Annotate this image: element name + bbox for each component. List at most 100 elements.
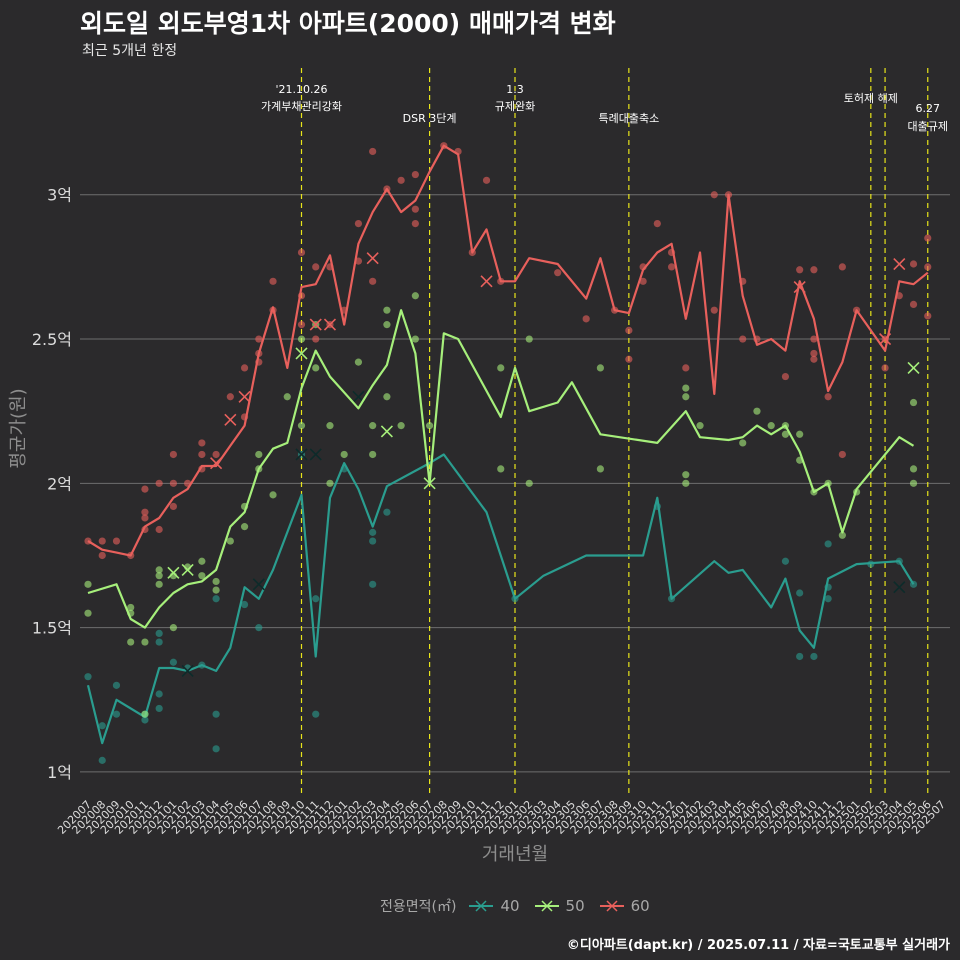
cross-marker	[309, 448, 322, 461]
event-annotation: 가계부채관리강화	[261, 100, 342, 113]
cross-marker	[252, 578, 265, 591]
scatter-point	[127, 603, 135, 612]
scatter-point	[198, 439, 206, 447]
scatter-point	[383, 393, 391, 401]
scatter-point	[596, 465, 605, 473]
scatter-point	[340, 450, 348, 459]
scatter-point	[112, 710, 121, 718]
scatter-point	[169, 624, 177, 632]
legend: 전용면적(㎡) 40 50 60	[380, 896, 656, 916]
scatter-point	[525, 479, 533, 487]
cross-marker	[907, 361, 920, 374]
scatter-point	[497, 364, 505, 372]
scatter-point	[909, 465, 918, 473]
legend-swatch-50-icon	[534, 900, 559, 912]
scatter-point	[625, 326, 633, 334]
cross-marker	[295, 448, 308, 461]
x-axis-title: 거래년월	[482, 844, 548, 865]
legend-swatch-40-icon	[469, 900, 494, 912]
scatter-point	[312, 710, 320, 718]
scatter-point	[796, 589, 804, 597]
scatter-point	[881, 364, 889, 372]
scatter-point	[112, 537, 121, 545]
series-line	[87, 144, 929, 557]
scatter-point	[98, 756, 106, 764]
scatter-point	[482, 176, 491, 184]
scatter-point	[212, 595, 220, 603]
scatter-point	[297, 248, 306, 257]
scatter-point	[326, 479, 334, 487]
scatter-point	[810, 335, 818, 343]
cross-marker	[879, 332, 892, 346]
chart-title: 외도일 외도부영1차 아파트(2000) 매매가격 변화	[80, 9, 616, 38]
legend-label-60: 60	[630, 897, 650, 915]
scatter-point	[169, 479, 177, 487]
legend-item-60: 60	[599, 897, 650, 915]
event-annotation: 대출규제	[908, 120, 948, 133]
scatter-point	[297, 335, 306, 343]
scatter-point	[369, 537, 377, 545]
scatter-point	[682, 384, 690, 392]
scatter-point	[255, 450, 263, 459]
scatter-point	[141, 638, 149, 646]
scatter-point	[682, 471, 690, 479]
scatter-point	[269, 277, 277, 285]
scatter-point	[155, 580, 163, 588]
scatter-point	[297, 321, 306, 329]
scatter-point	[810, 355, 818, 363]
scatter-point	[297, 422, 306, 430]
scatter-point	[739, 439, 747, 447]
event-annotation: 1.3	[506, 83, 524, 96]
scatter-point	[312, 335, 320, 343]
scatter-point	[667, 263, 676, 271]
scatter-point	[283, 393, 291, 401]
series-50	[84, 292, 920, 718]
event-annotation: 6.27	[916, 102, 941, 115]
scatter-point	[255, 624, 263, 632]
scatter-point	[369, 422, 377, 430]
scatter-point	[169, 450, 177, 459]
series-line	[86, 453, 915, 745]
series-layer	[84, 142, 932, 764]
scatter-point	[810, 266, 818, 274]
scatter-point	[212, 745, 220, 753]
cross-marker	[295, 347, 308, 360]
scatter-point	[426, 422, 434, 430]
scatter-point	[240, 523, 249, 531]
scatter-point	[369, 147, 377, 156]
event-annotation: 토허제 해제	[844, 91, 898, 105]
scatter-point	[682, 393, 690, 401]
y-axis-title: 평균가(원)	[8, 388, 29, 468]
scatter-point	[682, 364, 690, 372]
scatter-point	[155, 629, 163, 637]
scatter-point	[369, 580, 377, 588]
scatter-point	[383, 306, 391, 314]
scatter-point	[155, 479, 163, 487]
cross-marker	[167, 566, 180, 579]
scatter-point	[924, 263, 932, 271]
scatter-point	[397, 422, 405, 430]
scatter-point	[155, 572, 163, 580]
scatter-point	[653, 220, 661, 228]
scatter-point	[369, 528, 377, 536]
event-annotation: 특례대출축소	[598, 112, 659, 125]
y-tick-label: 2.5억	[32, 330, 72, 349]
scatter-point	[112, 681, 121, 689]
chart-subtitle: 최근 5개년 한정	[82, 43, 178, 59]
scatter-point	[838, 531, 846, 539]
scatter-point	[212, 586, 220, 594]
scatter-point	[141, 716, 149, 724]
scatter-point	[796, 652, 804, 661]
legend-swatch-60-icon	[599, 900, 624, 912]
series-40	[84, 390, 918, 764]
scatter-point	[582, 315, 590, 323]
scatter-point	[710, 306, 718, 314]
cross-marker	[224, 413, 237, 426]
caption: ©디아파트(dapt.kr) / 2025.07.11 / 자료=국토교통부 실…	[566, 938, 950, 953]
y-tick-label: 3억	[47, 186, 72, 205]
scatter-point	[240, 600, 249, 609]
scatter-point	[781, 557, 790, 565]
scatter-point	[155, 690, 163, 698]
